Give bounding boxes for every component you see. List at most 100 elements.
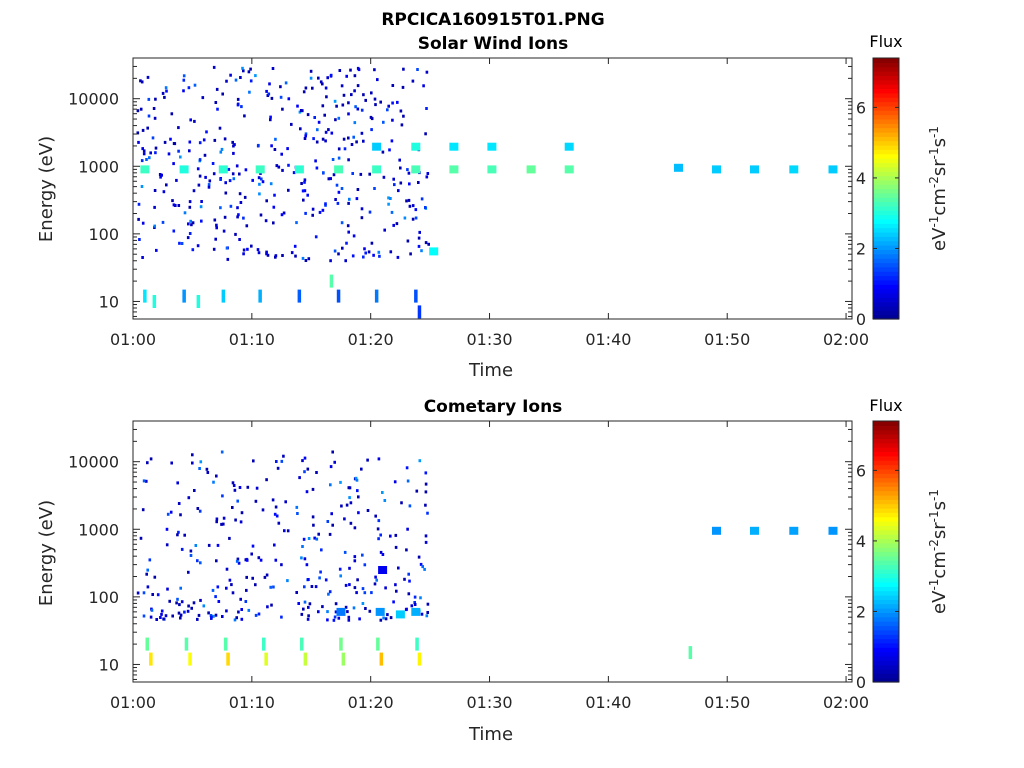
heatmap-cell [143, 289, 147, 303]
chart-bottom: Cometary Ions 01:00 01:10 01:20 01:30 01:40 0… [36, 396, 950, 745]
noise-speck [383, 499, 387, 502]
colorbar-tick-label: 2 [856, 239, 866, 258]
colorbar-step [873, 136, 899, 142]
noise-speck [387, 104, 390, 108]
noise-speck [303, 178, 307, 182]
noise-speck [352, 606, 356, 610]
noise-speck [280, 213, 284, 217]
noise-speck [306, 113, 310, 117]
noise-speck [381, 150, 385, 154]
noise-speck [324, 139, 327, 143]
colorbar-step [873, 638, 899, 644]
noise-speck [402, 67, 405, 71]
noise-speck [238, 192, 242, 196]
noise-speck [351, 172, 354, 175]
noise-speck [198, 158, 202, 162]
noise-speck [337, 190, 341, 194]
noise-speck [354, 105, 357, 109]
noise-speck [242, 252, 245, 256]
x-tick-label: 01:30 [466, 693, 512, 712]
x-tick-label: 01:10 [229, 330, 275, 349]
noise-speck [145, 572, 148, 576]
noise-speck [177, 204, 181, 207]
noise-speck [374, 514, 377, 518]
noise-speck [370, 241, 374, 245]
noise-speck [292, 171, 296, 175]
noise-speck [176, 481, 179, 485]
noise-speck [228, 179, 232, 183]
noise-speck [307, 537, 311, 540]
heatmap-cell [339, 637, 343, 651]
noise-speck [317, 120, 321, 124]
colorbar-step [873, 223, 899, 229]
noise-speck [379, 533, 382, 537]
noise-speck [387, 202, 390, 206]
noise-speck [231, 172, 235, 176]
colorbar-step [873, 660, 899, 666]
chart-bottom-noise [136, 450, 430, 622]
noise-speck [356, 578, 359, 582]
noise-speck [316, 128, 319, 132]
chart-top-colorbar-label: Flux [869, 32, 902, 51]
noise-speck [377, 537, 380, 541]
units-exponent: -2 [927, 539, 941, 551]
heatmap-cell [182, 289, 186, 303]
noise-speck [204, 175, 207, 179]
noise-speck [279, 95, 283, 99]
noise-speck [300, 182, 303, 185]
noise-speck [424, 503, 427, 507]
colorbar-step [873, 184, 899, 190]
noise-speck [219, 150, 223, 154]
noise-speck [342, 137, 346, 141]
noise-speck [227, 167, 231, 171]
noise-speck [354, 476, 358, 480]
noise-speck [280, 615, 283, 619]
noise-speck [172, 162, 175, 166]
heatmap-cell [411, 607, 421, 616]
noise-speck [396, 100, 399, 104]
noise-speck [221, 494, 224, 498]
noise-speck [238, 238, 241, 241]
heatmap-cell [378, 566, 388, 574]
noise-speck [410, 604, 414, 608]
noise-speck [180, 547, 184, 551]
colorbar-step [873, 560, 899, 566]
noise-speck [158, 173, 162, 176]
noise-speck [349, 501, 353, 505]
noise-speck [252, 459, 255, 463]
noise-speck [207, 183, 211, 187]
noise-speck [392, 223, 395, 227]
noise-speck [198, 467, 201, 470]
noise-speck [277, 521, 281, 525]
colorbar-step [873, 603, 899, 609]
noise-speck [238, 172, 241, 176]
noise-speck [333, 460, 336, 464]
noise-speck [257, 143, 260, 147]
colorbar-step [873, 62, 899, 68]
colorbar-step [873, 288, 899, 294]
noise-speck [280, 459, 284, 463]
noise-speck [136, 591, 140, 595]
noise-speck [338, 69, 342, 72]
noise-speck [196, 617, 199, 621]
colorbar-step [873, 599, 899, 605]
noise-speck [352, 234, 356, 238]
noise-speck [295, 505, 299, 509]
noise-speck [359, 172, 363, 176]
noise-speck [417, 244, 421, 248]
noise-speck [364, 607, 367, 610]
noise-speck [225, 609, 228, 613]
noise-speck [256, 248, 260, 252]
noise-speck [232, 151, 235, 155]
noise-speck [182, 74, 186, 78]
noise-speck [282, 211, 286, 215]
noise-speck [303, 600, 307, 604]
noise-speck [345, 241, 348, 245]
colorbar-step [873, 97, 899, 103]
noise-speck [295, 591, 298, 594]
noise-speck [154, 146, 158, 150]
noise-speck [254, 583, 257, 587]
heatmap-cell [750, 526, 759, 535]
colorbar-step [873, 127, 899, 133]
noise-speck [206, 471, 210, 474]
